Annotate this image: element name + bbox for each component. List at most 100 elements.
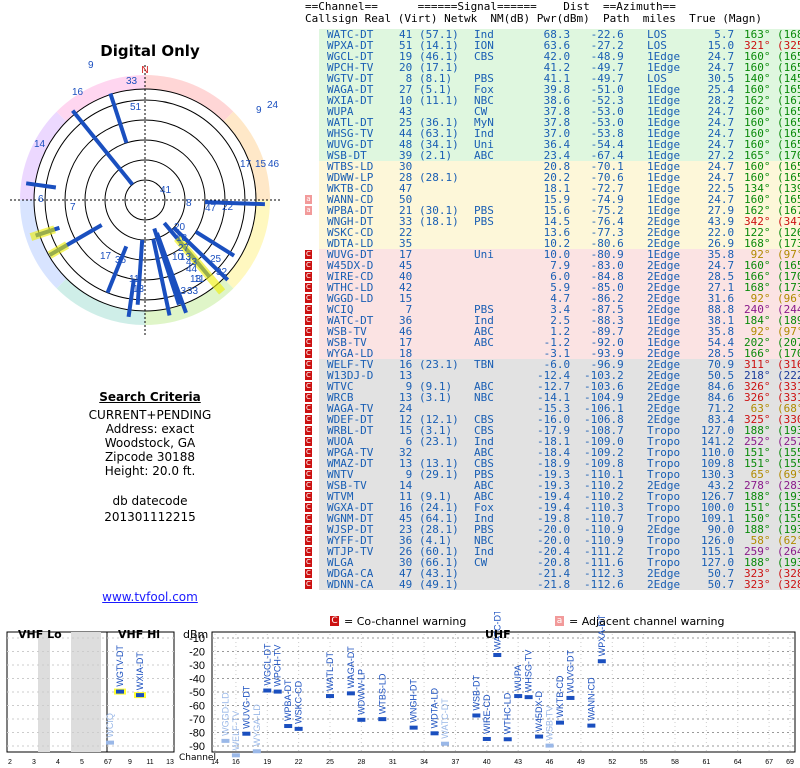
cell-nm: 2.5 bbox=[537, 314, 571, 327]
cell-mag: (165°) bbox=[777, 116, 800, 129]
table-row[interactable]: WUVG-DT 48 (34.1) Uni 36.4 -54.4 1Edge 24.7 1… bbox=[305, 139, 800, 150]
table-row[interactable]: C WDNN-CA 49 (49.1) -21.8 -112.6 2Edge 50.7 323… bbox=[305, 579, 800, 590]
station-marker bbox=[587, 723, 596, 728]
cell-miles: 35.8 bbox=[701, 325, 735, 338]
row-background bbox=[319, 238, 800, 249]
table-row[interactable]: C WELF-TV 16 (23.1) TBN -6.0 -96.9 2Edge 70.9… bbox=[305, 359, 800, 370]
cell-pwr: -75.2 bbox=[584, 204, 624, 217]
cell-miles: 24.7 bbox=[701, 116, 735, 129]
table-row[interactable]: WPXA-DT 51 (14.1) ION 63.6 -27.2 LOS 15.0 321… bbox=[305, 40, 800, 51]
table-row[interactable]: C WCIQ 7 PBS 3.4 -87.5 2Edge 88.8 240° (244°) bbox=[305, 304, 800, 315]
table-row[interactable]: C WSB-TV 17 ABC -1.2 -92.0 1Edge 54.4 202° (20… bbox=[305, 337, 800, 348]
row-background bbox=[319, 524, 800, 535]
y-tick-label: -80 bbox=[189, 728, 205, 740]
table-row[interactable]: WTBS-LD 30 20.8 -70.1 1Edge 24.7 160° (165°) bbox=[305, 161, 800, 172]
table-row[interactable]: WGCL-DT 19 (46.1) CBS 42.0 -48.9 1Edge 24.7 1… bbox=[305, 51, 800, 62]
tvfool-link[interactable]: www.tvfool.com bbox=[102, 590, 198, 604]
cell-mag: (97°) bbox=[777, 248, 800, 261]
cell-real: 23 bbox=[399, 523, 413, 536]
table-row[interactable]: WXIA-DT 10 (11.1) NBC 38.6 -52.3 1Edge 28.2 1… bbox=[305, 95, 800, 106]
cell-callsign: WDNN-CA bbox=[327, 578, 374, 591]
table-row[interactable]: WUPA 43 CW 37.8 -53.0 1Edge 24.7 160° (165°) bbox=[305, 106, 800, 117]
cell-miles: 24.7 bbox=[701, 105, 735, 118]
table-row[interactable]: C WRBL-DT 15 (3.1) CBS -17.9 -108.7 Tropo 127.0 1… bbox=[305, 425, 800, 436]
station-label: WUVG-DT bbox=[241, 685, 251, 728]
cell-mag: (193°) bbox=[777, 424, 800, 437]
cell-callsign: WIRE-CD bbox=[327, 270, 374, 283]
table-row[interactable]: C WTVC 9 (9.1) ABC -12.7 -103.6 2Edge 84.6 326°… bbox=[305, 381, 800, 392]
cell-mag: (167°) bbox=[777, 94, 800, 107]
table-row[interactable]: C WUOA 6 (23.1) Ind -18.1 -109.0 Tropo 141.2 252… bbox=[305, 436, 800, 447]
table-row[interactable]: C WSB-TV 14 ABC -19.3 -110.2 2Edge 43.2 278° (28… bbox=[305, 480, 800, 491]
cell-net: ABC bbox=[474, 490, 494, 503]
table-row[interactable]: C WAGA-TV 24 -15.3 -106.1 2Edge 71.2 63° (68°) bbox=[305, 403, 800, 414]
table-row[interactable]: a WPBA-DT 21 (30.1) PBS 15.6 -75.2 1Edge 27.9… bbox=[305, 205, 800, 216]
cell-real: 20 bbox=[399, 61, 413, 74]
table-row[interactable]: C WDEF-DT 12 (12.1) CBS -16.0 -106.8 2Edge 83.4… bbox=[305, 414, 800, 425]
table-row[interactable]: C WPGA-TV 32 ABC -18.4 -109.2 Tropo 110.0 151° (1… bbox=[305, 447, 800, 458]
table-row[interactable]: WGTV-DT 8 (8.1) PBS 41.1 -49.7 LOS 30.5 140°… bbox=[305, 73, 800, 84]
table-row[interactable]: C W13DJ-D 13 -12.4 -103.2 2Edge 50.5 218° (222°… bbox=[305, 370, 800, 381]
cell-virt: (57.1) bbox=[419, 28, 459, 41]
warning-badge: C bbox=[305, 415, 312, 424]
table-row[interactable]: WDWW-LP 28 (28.1) 20.2 -70.6 1Edge 24.7 160°… bbox=[305, 172, 800, 183]
table-row[interactable]: C WATC-DT 36 Ind 2.5 -88.3 1Edge 38.1 184° (18… bbox=[305, 315, 800, 326]
cell-pwr: -110.2 bbox=[584, 479, 624, 492]
table-row[interactable]: C WGXA-DT 16 (24.1) Fox -19.4 -110.3 Tropo 100.0… bbox=[305, 502, 800, 513]
cell-az: 160° bbox=[744, 160, 771, 173]
cell-nm: -6.0 bbox=[537, 358, 571, 371]
table-row[interactable]: C WTJP-TV 26 (60.1) Ind -20.4 -111.2 Tropo 115.1… bbox=[305, 546, 800, 557]
table-row[interactable]: C WTVM 11 (9.1) ABC -19.4 -110.2 Tropo 126.7 188°… bbox=[305, 491, 800, 502]
row-background bbox=[319, 227, 800, 238]
table-row[interactable]: C WNTV 9 (29.1) PBS -19.3 -110.1 Tropo 130.3 65… bbox=[305, 469, 800, 480]
table-row[interactable]: C WRCB 13 (3.1) NBC -14.1 -104.9 2Edge 84.6 326°… bbox=[305, 392, 800, 403]
cell-pwr: -108.7 bbox=[584, 424, 624, 437]
cell-path: 1Edge bbox=[647, 127, 681, 140]
table-row[interactable]: C WLGA 30 (66.1) CW -20.8 -111.6 Tropo 127.0 188°… bbox=[305, 557, 800, 568]
table-header-group: ==Channel== ======Signal====== Dist ==Az… bbox=[305, 0, 676, 13]
row-background bbox=[319, 425, 800, 436]
cell-callsign: WGGD-LD bbox=[327, 292, 374, 305]
cell-az: 259° bbox=[744, 545, 771, 558]
table-row[interactable]: WSKC-CD 22 13.6 -77.3 2Edge 22.0 122° (126°) bbox=[305, 227, 800, 238]
table-row[interactable]: WHSG-TV 44 (63.1) Ind 37.0 -53.8 1Edge 24.7 1… bbox=[305, 128, 800, 139]
polar-channel-label: 36 bbox=[115, 255, 127, 266]
table-row[interactable]: a WANN-CD 50 15.9 -74.9 1Edge 24.7 160° (165°… bbox=[305, 194, 800, 205]
cell-real: 26 bbox=[399, 545, 413, 558]
cell-real: 25 bbox=[399, 116, 413, 129]
table-row[interactable]: WNGH-DT 33 (18.1) PBS 14.5 -76.4 2Edge 43.9 3… bbox=[305, 216, 800, 227]
cell-miles: 50.7 bbox=[701, 578, 735, 591]
row-background bbox=[319, 315, 800, 326]
table-row[interactable]: C WDGA-CA 47 (43.1) -21.4 -112.3 2Edge 50.7 323… bbox=[305, 568, 800, 579]
x-tick-label: 5 bbox=[80, 759, 84, 766]
table-row[interactable]: C WTHC-LD 42 5.9 -85.0 2Edge 27.1 168° (173°) bbox=[305, 282, 800, 293]
cell-nm: 37.8 bbox=[537, 105, 571, 118]
table-row[interactable]: C WYFF-DT 36 (4.1) NBC -20.0 -110.9 Tropo 126.0 … bbox=[305, 535, 800, 546]
table-row[interactable]: C WGNM-DT 45 (64.1) Ind -19.8 -110.7 Tropo 109.1… bbox=[305, 513, 800, 524]
table-row[interactable]: C WYGA-LD 18 -3.1 -93.9 2Edge 28.5 166° (170°… bbox=[305, 348, 800, 359]
cell-real: 15 bbox=[399, 424, 413, 437]
warning-badge: C bbox=[305, 525, 312, 534]
table-header-columns: Callsign Real (Virt) Netwk NM(dB) Pwr(dB… bbox=[305, 12, 762, 25]
table-row[interactable]: C WUVG-DT 17 Uni 10.0 -80.9 1Edge 35.8 92° (9… bbox=[305, 249, 800, 260]
cell-net: Ind bbox=[474, 545, 494, 558]
table-row[interactable]: WAGA-DT 27 (5.1) Fox 39.8 -51.0 1Edge 25.4 16… bbox=[305, 84, 800, 95]
table-row[interactable]: C WJSP-DT 23 (28.1) PBS -20.0 -110.9 2Edge 90.0… bbox=[305, 524, 800, 535]
table-row[interactable]: C WGGD-LD 15 4.7 -86.2 2Edge 31.6 92° (96°) bbox=[305, 293, 800, 304]
cell-callsign: WPCH-TV bbox=[327, 61, 374, 74]
cell-mag: (165°) bbox=[777, 61, 800, 74]
table-row[interactable]: WDTA-LD 35 10.2 -80.6 2Edge 26.9 168° (173°) bbox=[305, 238, 800, 249]
table-row[interactable]: WATC-DT 41 (57.1) Ind 68.3 -22.6 LOS 5.7 163°… bbox=[305, 29, 800, 40]
cell-pwr: -85.0 bbox=[584, 281, 624, 294]
table-row[interactable]: C WSB-TV 46 ABC 1.2 -89.7 2Edge 35.8 92° (97°… bbox=[305, 326, 800, 337]
table-row[interactable]: WKTB-CD 47 18.1 -72.7 1Edge 22.5 134° (139°) bbox=[305, 183, 800, 194]
table-row[interactable]: WPCH-TV 20 (17.1) 41.2 -49.7 1Edge 24.7 160°… bbox=[305, 62, 800, 73]
table-row[interactable]: C WMAZ-DT 13 (13.1) CBS -18.9 -109.8 Tropo 109.8… bbox=[305, 458, 800, 469]
table-row[interactable]: WATL-DT 25 (36.1) MyN 37.8 -53.0 1Edge 24.7 1… bbox=[305, 117, 800, 128]
cell-nm: 6.0 bbox=[537, 270, 571, 283]
cell-callsign: WRCB bbox=[327, 391, 354, 404]
table-row[interactable]: WSB-DT 39 (2.1) ABC 23.4 -67.4 1Edge 27.2 165… bbox=[305, 150, 800, 161]
table-row[interactable]: C WIRE-CD 40 6.0 -84.8 2Edge 28.5 166° (170°) bbox=[305, 271, 800, 282]
table-row[interactable]: C W45DX-D 45 7.9 -83.0 2Edge 24.7 160° (165°) bbox=[305, 260, 800, 271]
y-tick-label: -90 bbox=[189, 741, 205, 753]
